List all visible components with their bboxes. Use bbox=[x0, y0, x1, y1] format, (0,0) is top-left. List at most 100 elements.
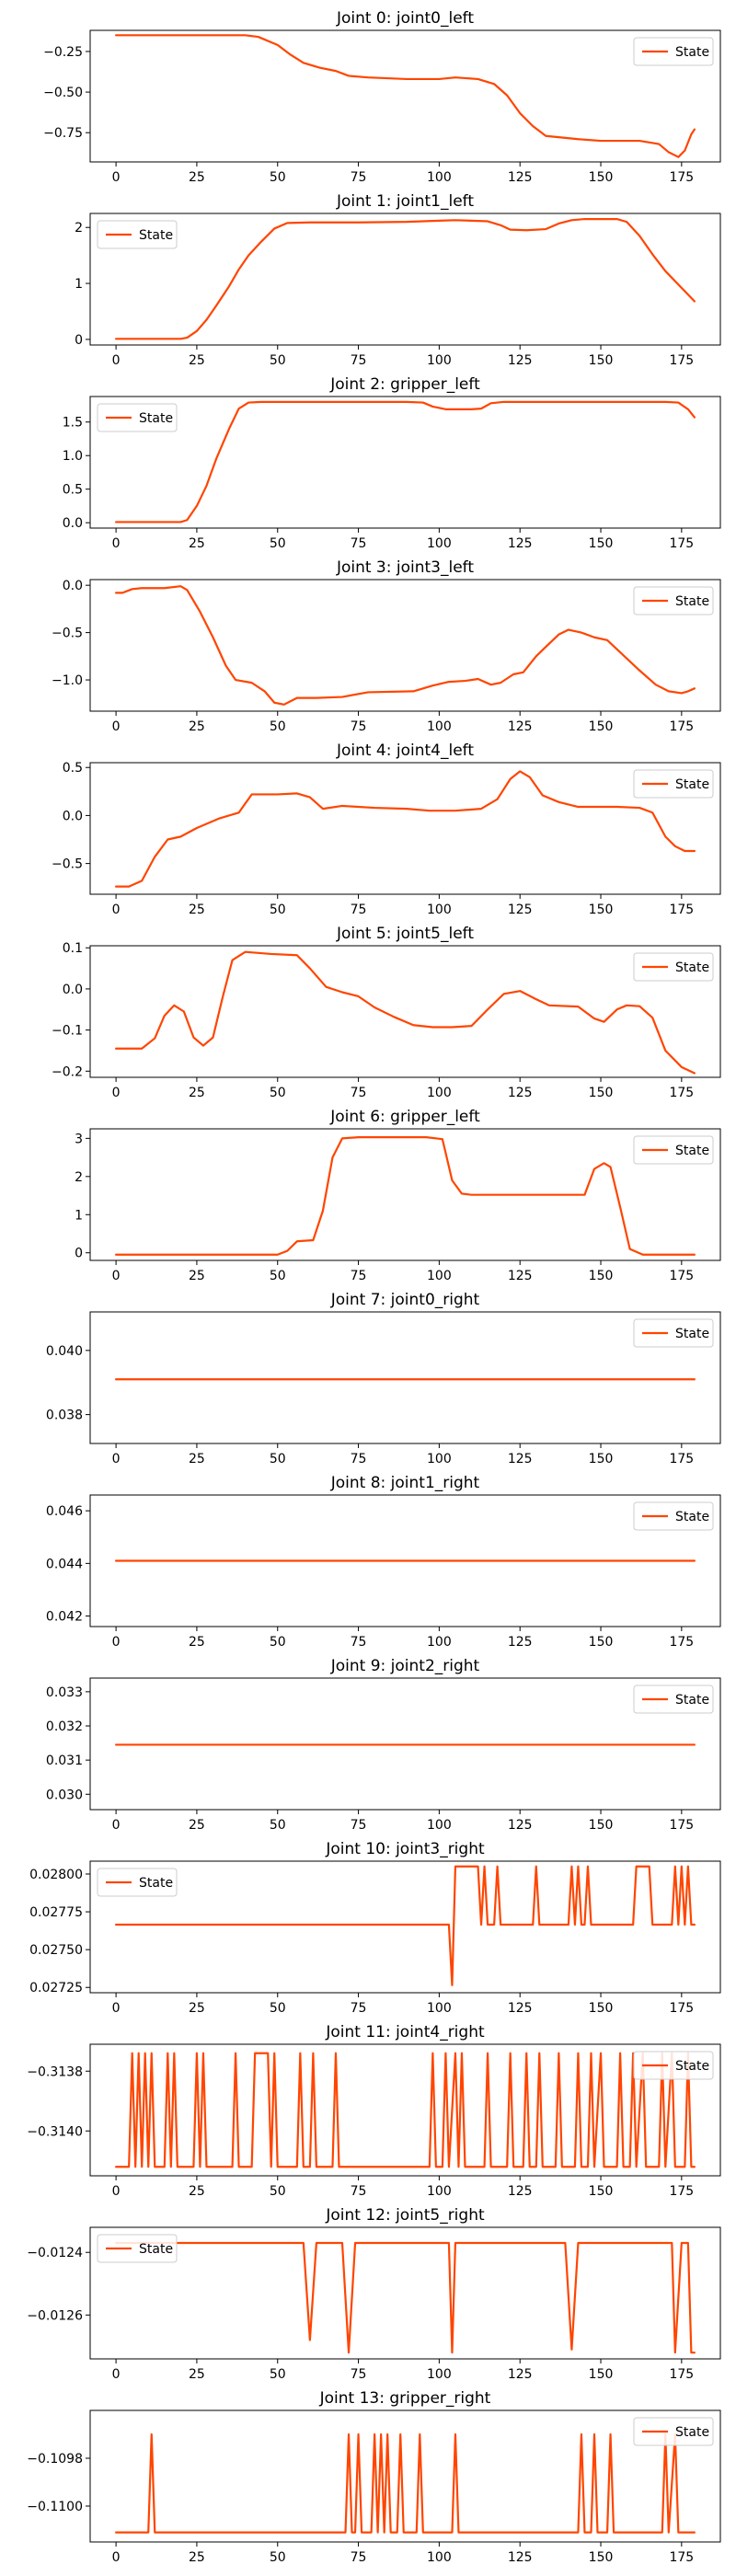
series-line-state bbox=[115, 770, 696, 888]
x-tick-label: 50 bbox=[270, 353, 286, 368]
legend-label: State bbox=[139, 1876, 173, 1891]
series-line-state bbox=[115, 2432, 696, 2534]
legend: State bbox=[633, 1135, 714, 1165]
legend: State bbox=[633, 1501, 714, 1531]
x-tick-label: 50 bbox=[270, 2550, 286, 2565]
subplot-title: Joint 7: joint0_right bbox=[330, 1291, 480, 1309]
y-tick-label: −0.0126 bbox=[27, 2308, 83, 2323]
axes-frame bbox=[89, 1494, 721, 1627]
legend-box bbox=[633, 1318, 714, 1348]
y-tick-label: −1.0 bbox=[52, 673, 83, 688]
y-tick-label: −0.3138 bbox=[27, 2064, 83, 2079]
legend-label: State bbox=[139, 228, 173, 243]
x-tick-label: 175 bbox=[669, 903, 694, 917]
x-tick-label: 25 bbox=[189, 2550, 205, 2565]
y-tick-label: 0.02725 bbox=[29, 1981, 83, 1995]
x-tick-label: 125 bbox=[508, 536, 533, 551]
x-tick-label: 175 bbox=[669, 1452, 694, 1466]
x-tick-label: 175 bbox=[669, 719, 694, 734]
x-tick-label: 75 bbox=[351, 1452, 367, 1466]
legend: State bbox=[633, 1685, 714, 1714]
y-tick-label: 0.0 bbox=[63, 983, 83, 997]
x-tick-label: 75 bbox=[351, 2184, 367, 2199]
x-tick-label: 50 bbox=[270, 719, 286, 734]
x-tick-label: 25 bbox=[189, 1086, 205, 1100]
series-line-state bbox=[115, 2241, 696, 2354]
x-tick-label: 75 bbox=[351, 719, 367, 734]
x-tick-label: 100 bbox=[427, 2001, 452, 2016]
x-tick-label: 50 bbox=[270, 536, 286, 551]
y-tick-label: 0.02750 bbox=[29, 1943, 83, 1958]
x-tick-label: 25 bbox=[189, 1635, 205, 1650]
x-tick-label: 125 bbox=[508, 2550, 533, 2565]
x-tick-label: 25 bbox=[189, 719, 205, 734]
x-tick-label: 50 bbox=[270, 1818, 286, 1833]
x-tick-label: 175 bbox=[669, 1635, 694, 1650]
x-tick-label: 175 bbox=[669, 170, 694, 185]
subplot-title: Joint 4: joint4_left bbox=[336, 742, 474, 760]
x-tick-label: 100 bbox=[427, 1818, 452, 1833]
x-tick-label: 75 bbox=[351, 1269, 367, 1283]
axes-frame bbox=[89, 1860, 721, 1994]
x-tick-label: 100 bbox=[427, 1269, 452, 1283]
y-tick-label: 0.0 bbox=[63, 809, 83, 823]
x-tick-label: 100 bbox=[427, 536, 452, 551]
axes-frame bbox=[89, 2226, 721, 2360]
legend-box bbox=[633, 1685, 714, 1714]
legend-box bbox=[97, 403, 178, 432]
legend: State bbox=[633, 769, 714, 799]
legend: State bbox=[633, 952, 714, 982]
x-tick-label: 50 bbox=[270, 2367, 286, 2382]
legend: State bbox=[633, 37, 714, 66]
legend-box bbox=[633, 37, 714, 66]
x-tick-label: 125 bbox=[508, 2367, 533, 2382]
subplot-1: Joint 1: joint1_left 0 25 50 75 100 125 150 175 0… bbox=[75, 192, 721, 368]
x-tick-label: 0 bbox=[112, 1269, 121, 1283]
axes-frame bbox=[89, 1311, 721, 1444]
x-tick-label: 0 bbox=[112, 2550, 121, 2565]
x-tick-label: 125 bbox=[508, 1452, 533, 1466]
legend-label: State bbox=[675, 2059, 709, 2074]
axes-frame bbox=[89, 579, 721, 712]
x-tick-label: 125 bbox=[508, 2184, 533, 2199]
x-tick-label: 100 bbox=[427, 2367, 452, 2382]
y-tick-label: 1.0 bbox=[63, 449, 83, 464]
x-tick-label: 150 bbox=[589, 903, 614, 917]
legend: State bbox=[97, 1868, 178, 1897]
y-tick-label: 0.033 bbox=[46, 1685, 83, 1700]
x-tick-label: 50 bbox=[270, 903, 286, 917]
subplot-title: Joint 0: joint0_left bbox=[336, 9, 474, 28]
x-tick-label: 50 bbox=[270, 170, 286, 185]
subplot-13: Joint 13: gripper_right 0 25 50 75 100 125 150 1… bbox=[27, 2389, 721, 2565]
x-tick-label: 25 bbox=[189, 170, 205, 185]
axes-frame bbox=[89, 396, 721, 529]
legend-label: State bbox=[675, 1327, 709, 1341]
x-tick-label: 75 bbox=[351, 2001, 367, 2016]
x-tick-label: 25 bbox=[189, 903, 205, 917]
x-tick-label: 175 bbox=[669, 2184, 694, 2199]
legend-box bbox=[633, 952, 714, 982]
x-tick-label: 75 bbox=[351, 353, 367, 368]
subplot-10: Joint 10: joint3_right 0 25 50 75 100 125 150 17… bbox=[29, 1840, 721, 2016]
x-tick-label: 150 bbox=[589, 1818, 614, 1833]
x-tick-label: 75 bbox=[351, 170, 367, 185]
x-tick-label: 150 bbox=[589, 2001, 614, 2016]
axes-frame bbox=[89, 1677, 721, 1811]
subplot-title: Joint 12: joint5_right bbox=[325, 2206, 485, 2225]
series-line-state bbox=[115, 950, 696, 1075]
subplot-11: Joint 11: joint4_right 0 25 50 75 100 125 150 17… bbox=[27, 2023, 721, 2199]
legend-label: State bbox=[675, 594, 709, 609]
y-tick-label: 0.044 bbox=[46, 1557, 83, 1571]
x-tick-label: 125 bbox=[508, 903, 533, 917]
x-tick-label: 125 bbox=[508, 719, 533, 734]
y-tick-label: 0.032 bbox=[46, 1719, 83, 1734]
x-tick-label: 0 bbox=[112, 170, 121, 185]
x-tick-label: 100 bbox=[427, 1452, 452, 1466]
x-tick-label: 175 bbox=[669, 1269, 694, 1283]
legend-box bbox=[97, 2234, 178, 2263]
x-tick-label: 0 bbox=[112, 1818, 121, 1833]
subplot-0: Joint 0: joint0_left 0 25 50 75 100 125 150 175 −… bbox=[43, 9, 721, 185]
x-tick-label: 50 bbox=[270, 2001, 286, 2016]
y-tick-label: −0.50 bbox=[43, 86, 83, 100]
subplot-title: Joint 10: joint3_right bbox=[325, 1840, 485, 1858]
